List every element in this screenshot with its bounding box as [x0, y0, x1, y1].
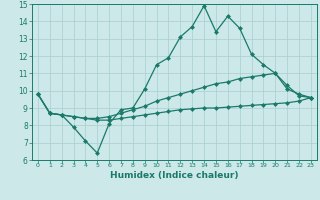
X-axis label: Humidex (Indice chaleur): Humidex (Indice chaleur): [110, 171, 239, 180]
